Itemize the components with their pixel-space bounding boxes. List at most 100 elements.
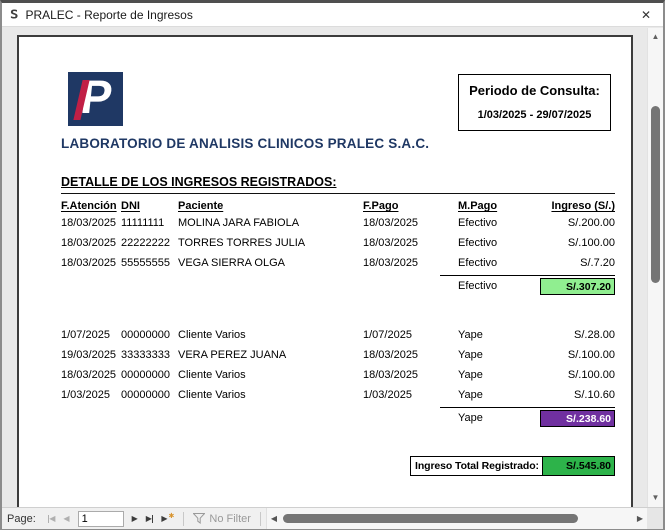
record-navigation-bar: Page: ◀ ◀ ▶ ▶ ▶✱ No Filter ◀ ▶ [2,507,663,529]
table-row: 18/03/2025 00000000 Cliente Varios 18/03/20… [61,365,615,385]
separator [259,511,261,526]
table-row: 1/03/2025 00000000 Cliente Varios 1/03/2025… [61,385,615,405]
cell-ingreso: S/.200.00 [567,217,615,229]
section-title-rule: DETALLE DE LOS INGRESOS REGISTRADOS: [61,173,615,194]
title-bar: S PRALEC - Reporte de Ingresos ✕ [2,3,663,27]
cell-dni: 11111111 [121,217,165,229]
new-record-star-icon: ✱ [168,512,175,520]
cell-f-pago: 1/03/2025 [363,389,412,401]
section-title: DETALLE DE LOS INGRESOS REGISTRADOS: [61,175,337,189]
cell-f-pago: 18/03/2025 [363,349,419,361]
cell-paciente: VEGA SIERRA OLGA [178,257,285,269]
vertical-scrollbar-thumb[interactable] [651,106,660,283]
new-record-button[interactable]: ▶ ✱ [161,512,175,524]
horizontal-scrollbar[interactable]: ◀ ▶ [265,508,647,529]
cell-dni: 00000000 [121,389,170,401]
table-row: 18/03/2025 11111111 MOLINA JARA FABIOLA 18/… [61,213,615,233]
total-box: Ingreso Total Registrado: S/.545.80 [410,456,615,476]
cell-f-pago: 18/03/2025 [363,257,419,269]
no-filter-label: No Filter [209,512,251,525]
cell-f-pago: 18/03/2025 [363,217,419,229]
cell-ingreso: S/.100.00 [567,369,615,381]
cell-f-atencion: 18/03/2025 [61,217,117,229]
cell-dni: 55555555 [121,257,170,269]
first-page-button[interactable]: ◀ [47,514,56,523]
report-viewport: P Periodo de Consulta: 1/03/2025 - 29/07… [2,28,663,511]
scroll-left-icon[interactable]: ◀ [270,514,278,523]
cell-paciente: Cliente Varios [178,329,246,341]
column-header: Paciente [178,200,224,212]
cell-m-pago: Efectivo [458,257,498,269]
cell-m-pago: Yape [458,389,483,401]
app-icon: S [10,7,19,22]
no-filter-button[interactable]: No Filter [189,513,255,525]
period-range: 1/03/2025 - 29/07/2025 [477,109,592,121]
column-header: Ingreso (S/.) [551,200,615,212]
cell-f-pago: 18/03/2025 [363,237,419,249]
cell-m-pago: Yape [458,369,483,381]
scroll-right-icon[interactable]: ▶ [636,514,644,523]
table-row: 1/07/2025 00000000 Cliente Varios 1/07/2025… [61,325,615,345]
page-label: Page: [7,512,36,525]
filter-funnel-icon [193,513,206,524]
total-label: Ingreso Total Registrado: [415,460,539,472]
column-header: M.Pago [458,200,498,212]
next-page-button[interactable]: ▶ [131,514,138,523]
total-amount: S/.545.80 [542,457,614,475]
subtotal-amount: S/.238.60 [540,410,615,427]
subtotal-amount: S/.307.20 [540,278,615,295]
cell-m-pago: Yape [458,329,483,341]
cell-f-pago: 18/03/2025 [363,369,419,381]
scroll-up-icon[interactable]: ▲ [651,32,660,41]
separator [183,511,185,526]
cell-ingreso: S/.100.00 [567,349,615,361]
horizontal-scrollbar-thumb[interactable] [282,514,578,523]
cell-m-pago: Efectivo [458,237,498,249]
company-title: LABORATORIO DE ANALISIS CLINICOS PRALEC … [61,136,430,151]
cell-paciente: VERA PEREZ JUANA [178,349,287,361]
cell-dni: 00000000 [121,369,170,381]
cell-paciente: TORRES TORRES JULIA [178,237,306,249]
close-icon[interactable]: ✕ [640,7,651,22]
cell-f-atencion: 18/03/2025 [61,257,117,269]
cell-f-atencion: 18/03/2025 [61,237,117,249]
cell-f-atencion: 19/03/2025 [61,349,117,361]
cell-ingreso: S/.10.60 [574,389,615,401]
column-header: DNI [121,200,140,212]
horizontal-scrollbar-track[interactable] [281,508,633,529]
subtotal-row: Efectivo S/.307.20 [61,275,615,295]
payment-group: 18/03/2025 11111111 MOLINA JARA FABIOLA 18/… [61,213,615,295]
cell-f-pago: 1/07/2025 [363,329,412,341]
vertical-scrollbar[interactable]: ▲ ▼ [647,28,663,507]
cell-paciente: Cliente Varios [178,369,246,381]
cell-paciente: MOLINA JARA FABIOLA [178,217,300,229]
period-box: Periodo de Consulta: 1/03/2025 - 29/07/2… [458,74,611,131]
cell-f-atencion: 18/03/2025 [61,369,117,381]
table-row: 18/03/2025 22222222 TORRES TORRES JULIA 18/… [61,233,615,253]
payment-group: 1/07/2025 00000000 Cliente Varios 1/07/2025… [61,325,615,427]
subtotal-label: Efectivo [458,280,498,292]
cell-ingreso: S/.7.20 [580,257,615,269]
subtotal-label: Yape [458,412,483,424]
report-page: P Periodo de Consulta: 1/03/2025 - 29/07… [17,35,633,511]
column-header: F.Pago [363,200,399,212]
pralec-logo: P [68,72,123,126]
cell-m-pago: Yape [458,349,483,361]
scrollbar-corner [647,508,663,529]
subtotal-row: Yape S/.238.60 [61,407,615,427]
page-number-input[interactable] [77,510,124,527]
scroll-down-icon[interactable]: ▼ [651,493,660,502]
period-label: Periodo de Consulta: [469,83,600,98]
cell-f-atencion: 1/03/2025 [61,389,110,401]
previous-page-button[interactable]: ◀ [63,514,70,523]
cell-m-pago: Efectivo [458,217,498,229]
cell-dni: 00000000 [121,329,170,341]
table-row: 18/03/2025 55555555 VEGA SIERRA OLGA 18/03/… [61,253,615,273]
cell-f-atencion: 1/07/2025 [61,329,110,341]
window-title: PRALEC - Reporte de Ingresos [25,7,193,22]
last-page-button[interactable]: ▶ [145,514,154,523]
table-row: 19/03/2025 33333333 VERA PEREZ JUANA 18/03/… [61,345,615,365]
cell-dni: 33333333 [121,349,170,361]
cell-ingreso: S/.28.00 [574,329,615,341]
